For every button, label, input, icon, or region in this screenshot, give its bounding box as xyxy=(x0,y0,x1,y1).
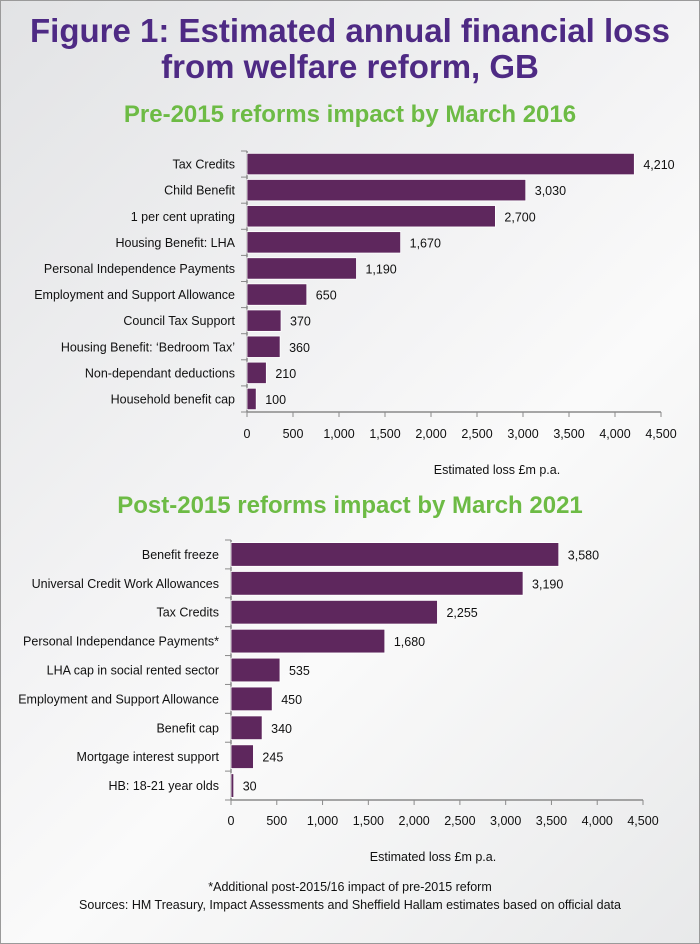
category-label: 1 per cent uprating xyxy=(131,210,235,224)
x-tick-label: 4,000 xyxy=(599,427,630,441)
x-tick-label: 4,500 xyxy=(645,427,676,441)
category-label: Housing Benefit: ‘Bedroom Tax’ xyxy=(61,340,235,354)
x-tick-label: 3,500 xyxy=(536,814,567,828)
bar-1-2 xyxy=(246,205,496,228)
category-label: Child Benefit xyxy=(164,184,235,198)
bar-1-6 xyxy=(246,309,282,332)
bar-2-6 xyxy=(230,715,263,741)
x-tick-label: 0 xyxy=(244,427,251,441)
value-label: 2,700 xyxy=(504,210,535,224)
bar-1-9 xyxy=(246,387,257,411)
category-label: Universal Credit Work Allowances xyxy=(32,577,219,591)
bar-1-8 xyxy=(246,361,267,384)
category-label: Personal Independance Payments* xyxy=(23,635,219,649)
x-tick-label: 4,500 xyxy=(627,814,658,828)
x-tick-label: 3,000 xyxy=(490,814,521,828)
bar-1-3 xyxy=(246,231,402,254)
x-tick-label: 3,500 xyxy=(553,427,584,441)
category-label: Personal Independence Payments xyxy=(44,262,235,276)
x-tick-label: 1,500 xyxy=(353,814,384,828)
value-label: 535 xyxy=(289,664,310,678)
chart-2-title: Post-2015 reforms impact by March 2021 xyxy=(117,492,583,519)
bar-2-8 xyxy=(230,773,235,798)
bar-1-7 xyxy=(246,335,281,358)
figure-title-line-2: from welfare reform, GB xyxy=(161,48,539,85)
value-label: 245 xyxy=(262,751,283,765)
category-label: Tax Credits xyxy=(156,606,219,620)
category-label: Council Tax Support xyxy=(123,314,235,328)
bar-2-1 xyxy=(230,571,524,596)
value-label: 4,210 xyxy=(643,158,674,172)
value-label: 1,670 xyxy=(410,236,441,250)
value-label: 370 xyxy=(290,315,311,329)
x-axis-label: Estimated loss £m p.a. xyxy=(370,850,496,864)
category-label: LHA cap in social rented sector xyxy=(47,664,219,678)
category-label: Tax Credits xyxy=(172,158,235,172)
category-label: HB: 18-21 year olds xyxy=(109,779,219,793)
x-tick-label: 3,000 xyxy=(507,427,538,441)
category-label: Mortgage interest support xyxy=(77,750,220,764)
chart-1-title: Pre-2015 reforms impact by March 2016 xyxy=(123,101,577,128)
value-label: 2,255 xyxy=(446,606,477,620)
x-tick-label: 1,000 xyxy=(307,814,338,828)
category-label: Employment and Support Allowance xyxy=(34,288,235,302)
bar-1-5 xyxy=(246,283,308,306)
x-axis-label: Estimated loss £m p.a. xyxy=(434,463,560,477)
value-label: 340 xyxy=(271,722,292,736)
value-label: 1,680 xyxy=(394,635,425,649)
category-label: Benefit freeze xyxy=(142,548,219,562)
value-label: 3,580 xyxy=(568,548,599,562)
value-label: 650 xyxy=(316,289,337,303)
figure-title-line-1: Figure 1: Estimated annual financial los… xyxy=(30,12,670,49)
category-label: Employment and Support Allowance xyxy=(18,692,219,706)
category-label: Housing Benefit: LHA xyxy=(115,236,235,250)
x-tick-label: 1,000 xyxy=(323,427,354,441)
x-tick-label: 2,500 xyxy=(444,814,475,828)
category-label: Benefit cap xyxy=(156,721,219,735)
bar-2-7 xyxy=(230,744,254,769)
bar-1-4 xyxy=(246,257,357,280)
bar-2-5 xyxy=(230,686,273,712)
x-tick-label: 2,500 xyxy=(461,427,492,441)
bar-2-4 xyxy=(230,657,281,683)
value-label: 100 xyxy=(265,393,286,407)
x-tick-label: 0 xyxy=(228,814,235,828)
value-label: 450 xyxy=(281,693,302,707)
value-label: 3,190 xyxy=(532,577,563,591)
bar-2-0 xyxy=(230,542,560,567)
value-label: 210 xyxy=(275,367,296,381)
footnote: *Additional post-2015/16 impact of pre-2… xyxy=(208,880,492,894)
x-tick-label: 2,000 xyxy=(398,814,429,828)
bar-2-2 xyxy=(230,599,438,625)
bar-1-0 xyxy=(246,152,635,176)
value-label: 30 xyxy=(243,780,257,794)
value-label: 3,030 xyxy=(535,184,566,198)
value-label: 1,190 xyxy=(365,262,396,276)
value-label: 360 xyxy=(289,341,310,355)
category-label: Household benefit cap xyxy=(111,392,235,406)
x-tick-label: 500 xyxy=(283,427,304,441)
x-tick-label: 500 xyxy=(266,814,287,828)
bar-2-3 xyxy=(230,628,386,654)
bar-1-1 xyxy=(246,179,527,202)
x-tick-label: 1,500 xyxy=(369,427,400,441)
x-tick-label: 2,000 xyxy=(415,427,446,441)
category-label: Non-dependant deductions xyxy=(85,366,235,380)
sources-note: Sources: HM Treasury, Impact Assessments… xyxy=(79,898,621,912)
x-tick-label: 4,000 xyxy=(582,814,613,828)
